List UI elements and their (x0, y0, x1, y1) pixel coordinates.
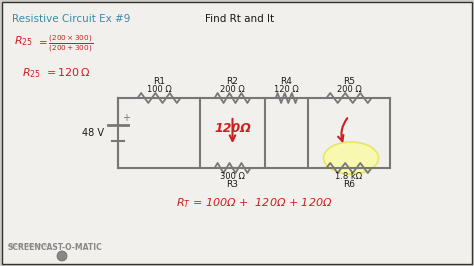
Text: $R_{25}$: $R_{25}$ (22, 66, 41, 80)
Text: 120 Ω: 120 Ω (274, 85, 299, 94)
Text: $= \frac{(200 \times 300)}{(200+300)}$: $= \frac{(200 \times 300)}{(200+300)}$ (36, 34, 93, 55)
Text: SCREENCAST-O-MATIC: SCREENCAST-O-MATIC (8, 243, 103, 252)
Text: $R_T$ = 100Ω +  120Ω + 120Ω: $R_T$ = 100Ω + 120Ω + 120Ω (176, 196, 332, 210)
Text: Find Rt and It: Find Rt and It (205, 14, 274, 24)
Text: +: + (122, 113, 130, 123)
Text: R2: R2 (227, 77, 238, 86)
Text: $= 120\,\Omega$: $= 120\,\Omega$ (44, 66, 91, 78)
Text: 200 Ω: 200 Ω (337, 85, 361, 94)
Text: R6: R6 (343, 180, 355, 189)
Text: R1: R1 (153, 77, 165, 86)
Text: R5: R5 (343, 77, 355, 86)
Text: $R_{25}$: $R_{25}$ (14, 34, 33, 48)
Text: R3: R3 (227, 180, 238, 189)
Circle shape (57, 251, 67, 261)
Ellipse shape (323, 142, 379, 174)
Text: 1.8 kΩ: 1.8 kΩ (336, 172, 363, 181)
FancyBboxPatch shape (2, 2, 472, 264)
Text: 100 Ω: 100 Ω (146, 85, 172, 94)
Text: 120Ω: 120Ω (214, 123, 251, 135)
Text: R4: R4 (281, 77, 292, 86)
Text: Resistive Circuit Ex #9: Resistive Circuit Ex #9 (12, 14, 130, 24)
Text: 200 Ω: 200 Ω (220, 85, 245, 94)
Text: 300 Ω: 300 Ω (220, 172, 245, 181)
Text: 48 V: 48 V (82, 128, 104, 138)
Text: recorded with: recorded with (8, 243, 52, 248)
